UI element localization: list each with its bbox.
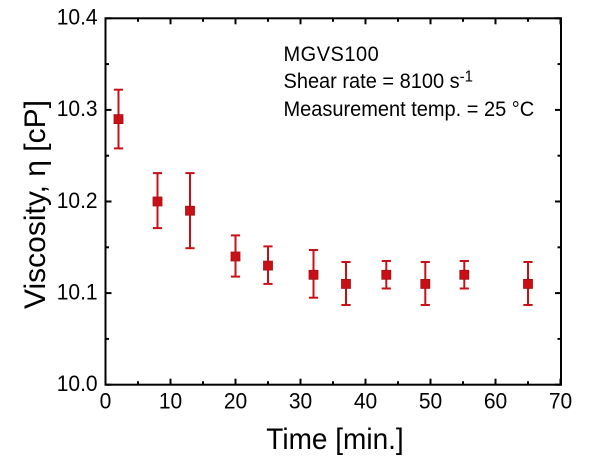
svg-text:10.1: 10.1 [57,279,98,305]
svg-text:Time [min.]: Time [min.] [266,423,403,456]
svg-text:10.4: 10.4 [57,4,98,30]
svg-text:Shear rate = 8100 s-1: Shear rate = 8100 s-1 [284,68,473,93]
svg-text:Viscosity, η [cP]: Viscosity, η [cP] [19,100,52,309]
svg-text:MGVS100: MGVS100 [284,42,380,66]
svg-text:40: 40 [354,388,377,414]
svg-text:10.3: 10.3 [57,96,98,122]
svg-text:30: 30 [289,388,312,414]
svg-text:10.2: 10.2 [57,187,98,213]
svg-text:60: 60 [484,388,507,414]
svg-text:70: 70 [549,388,572,414]
svg-text:Measurement temp. = 25 °C: Measurement temp. = 25 °C [284,97,535,121]
svg-text:20: 20 [224,388,247,414]
svg-text:10: 10 [159,388,182,414]
svg-text:0: 0 [100,388,112,414]
svg-text:10.0: 10.0 [57,370,98,396]
svg-text:50: 50 [419,388,442,414]
